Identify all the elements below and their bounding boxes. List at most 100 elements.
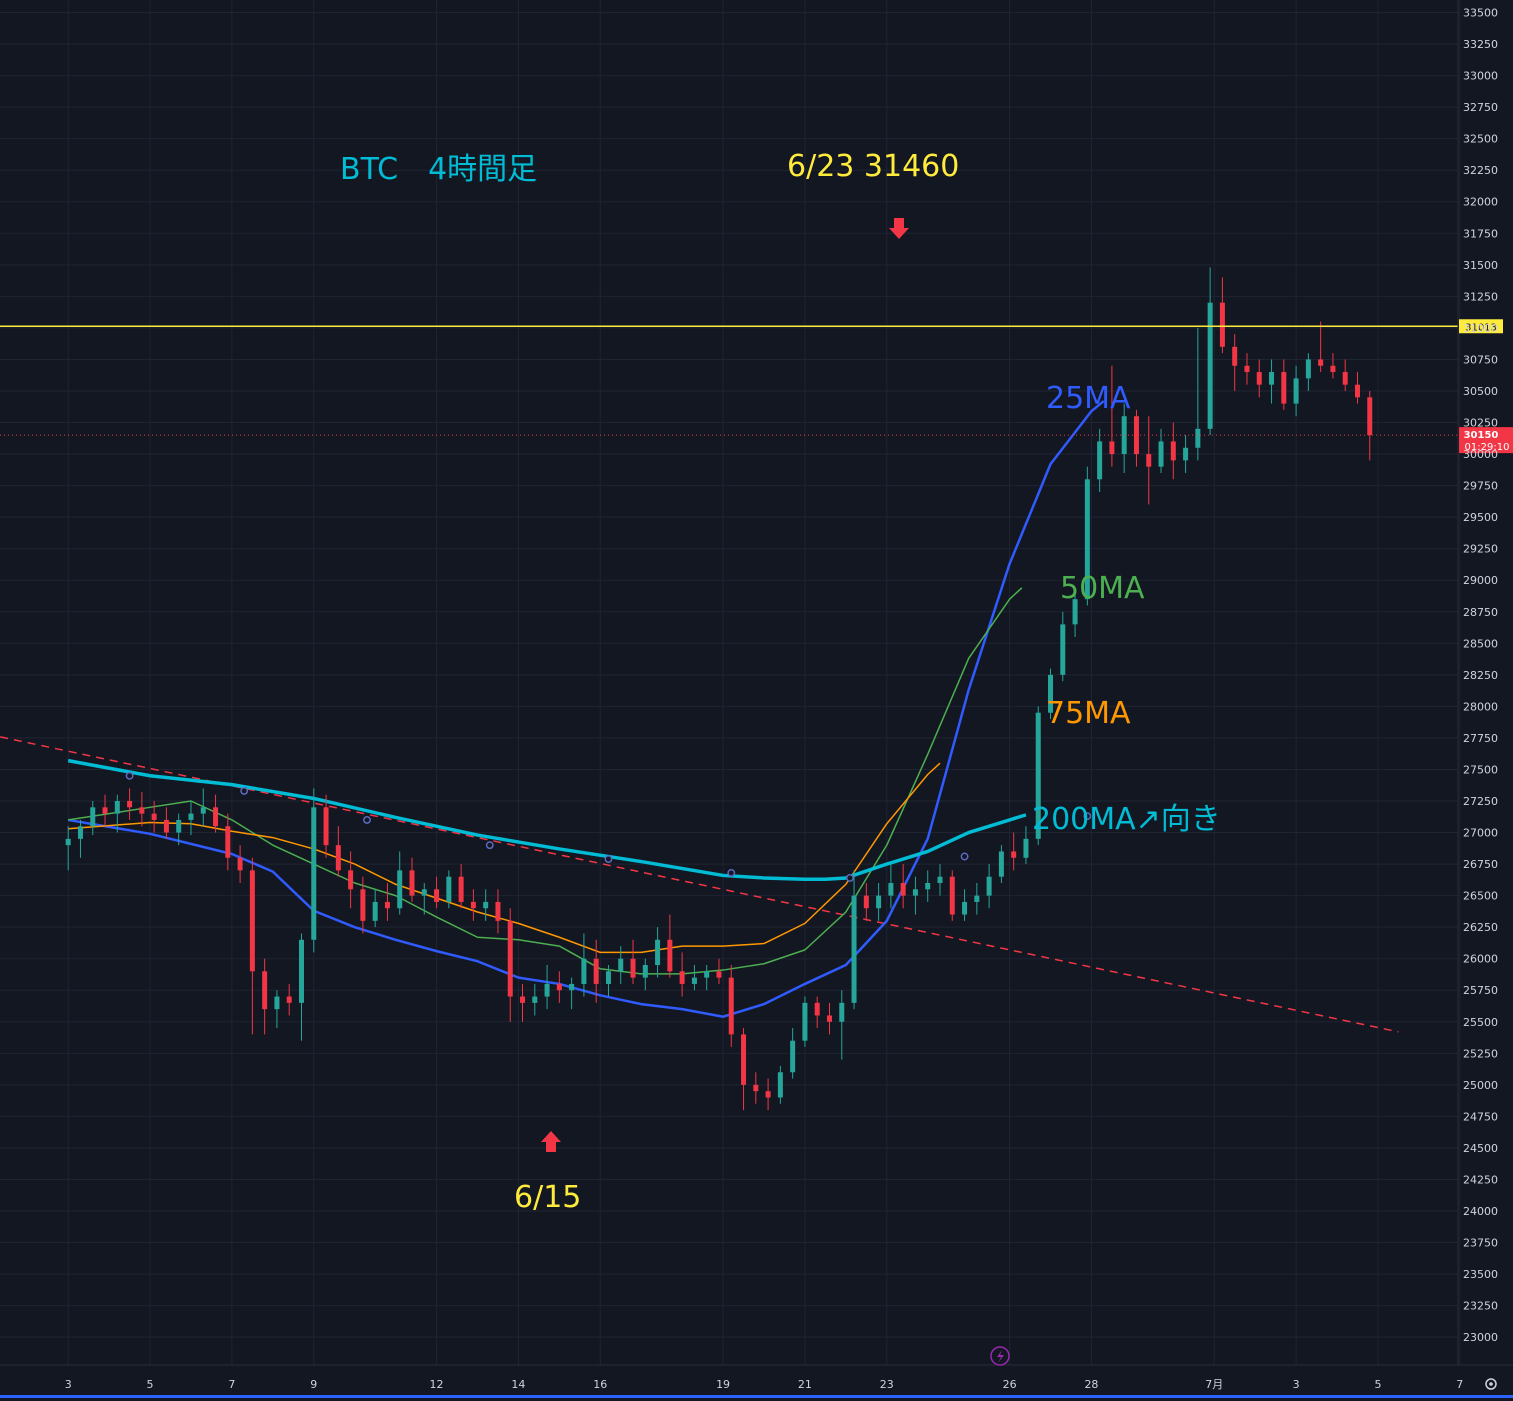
candle-body [372, 901, 378, 921]
y-tick-label: 24750 [1463, 1110, 1498, 1123]
candle-body [581, 958, 587, 984]
candle-body [409, 870, 415, 896]
y-tick-label: 31000 [1463, 322, 1498, 335]
chart-title: BTC 4時間足 [340, 152, 537, 187]
candle-body [483, 901, 489, 909]
x-tick-label: 7 [228, 1378, 235, 1391]
x-tick-label: 7月 [1205, 1378, 1223, 1391]
y-tick-label: 25500 [1463, 1016, 1498, 1029]
y-tick-label: 29000 [1463, 574, 1498, 587]
candle-body [556, 983, 562, 991]
y-tick-label: 26500 [1463, 890, 1498, 903]
y-tick-label: 31250 [1463, 290, 1498, 303]
x-tick-label: 3 [65, 1378, 72, 1391]
x-tick-label: 21 [798, 1378, 812, 1391]
y-tick-label: 30500 [1463, 385, 1498, 398]
y-tick-label: 27500 [1463, 763, 1498, 776]
ma-line-50MA [68, 587, 1023, 975]
candle-body [937, 876, 943, 884]
candle-body [360, 889, 366, 921]
candle-body [1244, 365, 1250, 373]
y-tick-label: 23250 [1463, 1300, 1498, 1313]
y-tick-label: 23750 [1463, 1237, 1498, 1250]
candle-body [458, 876, 464, 902]
candle-body [826, 1015, 832, 1022]
bottom-scroll-bar[interactable] [0, 1395, 1513, 1398]
candle-body [114, 801, 120, 814]
candle-body [630, 958, 636, 978]
y-tick-label: 25750 [1463, 984, 1498, 997]
candle-body [1281, 372, 1287, 404]
candle-body [188, 813, 194, 820]
x-tick-label: 16 [593, 1378, 607, 1391]
y-tick-label: 27250 [1463, 795, 1498, 808]
candle-body [1342, 372, 1348, 385]
down-arrow-icon [889, 218, 909, 239]
y-tick-label: 23500 [1463, 1268, 1498, 1281]
candle-body [176, 819, 182, 833]
y-tick-label: 30750 [1463, 353, 1498, 366]
arrow-markers [541, 218, 909, 1152]
y-tick-label: 27750 [1463, 732, 1498, 745]
candle-body [925, 883, 931, 890]
candle-body [286, 996, 292, 1003]
candle-body [311, 807, 317, 940]
candle-body [274, 996, 280, 1010]
candle-body [1330, 365, 1336, 373]
candle-body [298, 939, 304, 1003]
y-tick-label: 24250 [1463, 1173, 1498, 1186]
candle-body [642, 965, 648, 978]
ma-label-50MA: 50MA [1060, 571, 1145, 606]
candle-body [912, 889, 918, 896]
candle-body [1305, 359, 1311, 379]
y-tick-label: 28750 [1463, 606, 1498, 619]
candle-body [569, 983, 575, 991]
candle-body [1011, 851, 1017, 858]
candle-body [765, 1091, 771, 1098]
x-tick-label: 3 [1293, 1378, 1300, 1391]
low-annotation: 6/15 [514, 1180, 581, 1215]
ma-label-75MA: 75MA [1046, 696, 1131, 731]
candle-body [434, 889, 440, 902]
candle-body [532, 996, 538, 1003]
ma200-marker [363, 815, 371, 824]
settings-gear-icon[interactable] [1485, 1378, 1497, 1390]
candle-body [1084, 479, 1090, 600]
resistance-trendline [0, 736, 1399, 1033]
x-tick-label: 5 [147, 1378, 154, 1391]
candle-body [1293, 378, 1299, 404]
ma200-marker [125, 771, 134, 780]
y-tick-label: 26750 [1463, 858, 1498, 871]
candle-body [77, 826, 83, 839]
candle-body [1256, 372, 1262, 385]
candle-body [679, 971, 685, 984]
candle-body [605, 971, 611, 984]
candle-body [802, 1002, 808, 1041]
x-tick-label: 9 [310, 1378, 317, 1391]
current-price-label: 30150 [1464, 430, 1499, 441]
candle-body [716, 971, 722, 978]
ma200-marker [960, 852, 969, 861]
candle-body [335, 845, 341, 871]
candle-body [384, 901, 390, 909]
candle-body [704, 971, 710, 978]
candle-body [446, 876, 452, 902]
candle-body [1097, 441, 1103, 480]
candle-body [1232, 346, 1238, 366]
ma200-marker [727, 868, 736, 877]
y-tick-label: 24000 [1463, 1205, 1498, 1218]
candle-body [655, 939, 661, 966]
candle-body [1060, 624, 1066, 675]
ma-line-75MA [68, 762, 941, 954]
candle-body [65, 838, 71, 846]
candle-body [163, 819, 169, 833]
x-tick-label: 5 [1374, 1378, 1381, 1391]
candle-body [348, 870, 354, 890]
lightning-icon[interactable] [990, 1346, 1010, 1366]
candle-body [974, 895, 980, 902]
y-tick-label: 25000 [1463, 1079, 1498, 1092]
y-tick-label: 33250 [1463, 38, 1498, 51]
candle-body [237, 857, 243, 871]
